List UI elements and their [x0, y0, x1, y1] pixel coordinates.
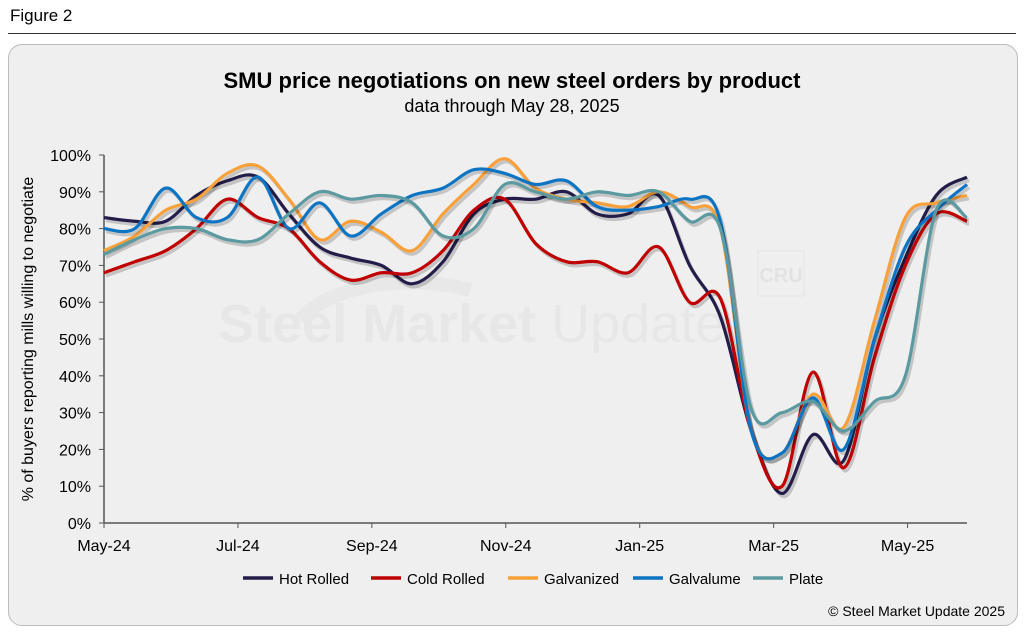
y-tick-label: 20% [59, 442, 91, 459]
series-line-galvalume [103, 167, 969, 461]
copyright-credit: © Steel Market Update 2025 [828, 603, 1005, 619]
cru-badge-text: CRU [759, 265, 802, 287]
series-shadow [105, 183, 970, 436]
y-tick-label: 70% [59, 258, 91, 275]
figure-divider [8, 33, 1016, 34]
figure-label: Figure 2 [10, 6, 73, 25]
y-axis-label: % of buyers reporting mills willing to n… [20, 177, 37, 502]
x-tick-label: Jul-24 [216, 538, 260, 555]
chart-title: SMU price negotiations on new steel orde… [224, 68, 802, 93]
y-tick-label: 10% [59, 479, 91, 496]
x-tick-label: Mar-25 [748, 538, 799, 555]
y-tick-label: 60% [59, 295, 91, 312]
watermark-swoosh [294, 275, 472, 325]
x-tick-label: Sep-24 [346, 538, 398, 555]
chart-subtitle: data through May 28, 2025 [404, 96, 619, 116]
y-tick-label: 80% [59, 222, 91, 239]
series-line-plate [103, 181, 968, 433]
y-tick-label: 0% [68, 516, 91, 533]
x-tick-label: May-25 [881, 538, 934, 555]
y-tick-label: 90% [59, 185, 91, 202]
legend-label: Galvalume [669, 571, 741, 588]
chart-panel [8, 44, 1018, 626]
cru-badge [757, 250, 805, 297]
legend-label: Galvanized [544, 571, 619, 588]
legend-label: Hot Rolled [279, 571, 349, 588]
x-tick-label: May-24 [77, 538, 130, 555]
legend-label: Plate [789, 571, 823, 588]
y-tick-label: 40% [59, 369, 91, 386]
legend-label: Cold Rolled [407, 571, 485, 588]
y-tick-label: 30% [59, 406, 91, 423]
x-tick-label: Jan-25 [615, 538, 664, 555]
y-tick-label: 100% [50, 148, 91, 165]
x-tick-label: Nov-24 [480, 538, 532, 555]
watermark-logo-text: Steel Market Update [218, 294, 725, 354]
y-tick-label: 50% [59, 332, 91, 349]
